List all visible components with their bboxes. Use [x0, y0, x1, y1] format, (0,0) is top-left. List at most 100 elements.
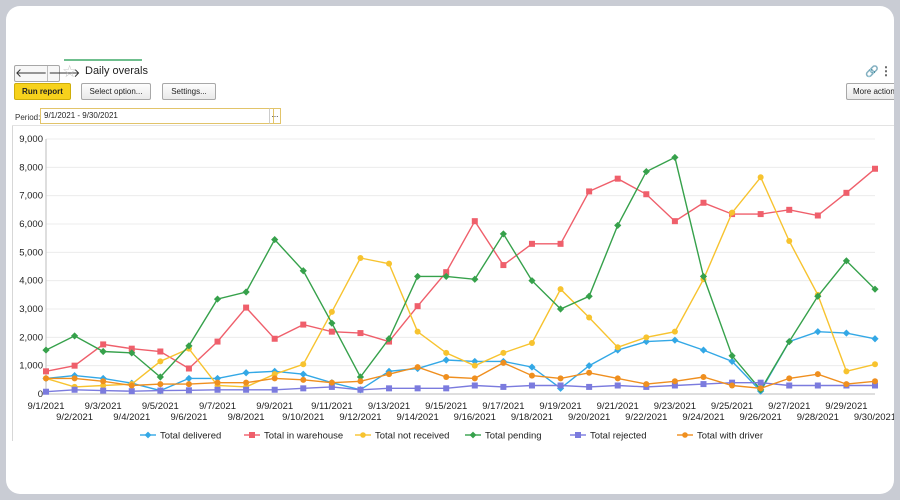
data-point[interactable] [500, 359, 507, 366]
data-point[interactable] [872, 382, 878, 389]
data-point[interactable] [414, 303, 421, 310]
data-point[interactable] [214, 338, 221, 345]
data-point[interactable] [643, 381, 650, 388]
legend-item[interactable]: Total rejected [570, 431, 647, 442]
data-point[interactable] [556, 305, 565, 313]
data-point[interactable] [100, 387, 107, 394]
data-point[interactable] [328, 319, 336, 327]
forward-arrow-icon[interactable]: 🡒 [48, 66, 81, 80]
data-point[interactable] [757, 379, 764, 386]
data-point[interactable] [528, 340, 535, 346]
data-point[interactable] [786, 382, 793, 389]
data-point[interactable] [357, 330, 364, 337]
data-point[interactable] [443, 349, 450, 356]
data-point[interactable] [243, 386, 250, 393]
data-point[interactable] [356, 373, 365, 381]
data-point[interactable] [814, 382, 821, 389]
data-point[interactable] [443, 374, 450, 380]
data-point[interactable] [128, 345, 135, 352]
data-point[interactable] [500, 262, 507, 269]
data-point[interactable] [271, 375, 278, 382]
data-point[interactable] [43, 368, 49, 375]
data-point[interactable] [414, 364, 421, 371]
data-point[interactable] [443, 269, 450, 276]
data-point[interactable] [757, 174, 764, 181]
data-point[interactable] [385, 335, 393, 343]
data-point[interactable] [586, 188, 593, 195]
data-point[interactable] [642, 167, 650, 176]
data-point[interactable] [528, 372, 535, 379]
data-point[interactable] [671, 378, 678, 385]
data-point[interactable] [442, 356, 450, 364]
data-point[interactable] [471, 362, 478, 369]
data-point[interactable] [500, 349, 507, 356]
data-point[interactable] [243, 304, 250, 311]
data-point[interactable] [585, 292, 593, 300]
data-point[interactable] [300, 376, 307, 383]
data-point[interactable] [586, 369, 593, 376]
data-point[interactable] [614, 175, 621, 182]
data-point[interactable] [643, 191, 650, 198]
data-point[interactable] [328, 308, 335, 315]
data-point[interactable] [614, 382, 621, 389]
data-point[interactable] [414, 328, 421, 335]
data-point[interactable] [471, 275, 479, 283]
data-point[interactable] [872, 361, 878, 368]
data-point[interactable] [872, 165, 878, 172]
data-point[interactable] [842, 329, 851, 337]
data-point[interactable] [671, 382, 678, 389]
settings-button[interactable]: Settings... [162, 83, 216, 100]
data-point[interactable] [156, 373, 164, 381]
data-point[interactable] [357, 386, 364, 393]
data-point[interactable] [386, 385, 393, 392]
data-point[interactable] [814, 328, 822, 336]
data-point[interactable] [71, 375, 78, 382]
data-point[interactable] [42, 346, 50, 354]
data-point[interactable] [557, 286, 564, 293]
period-picker-button[interactable]: ... [269, 108, 281, 124]
data-point[interactable] [785, 337, 793, 346]
data-point[interactable] [614, 221, 622, 230]
link-icon[interactable]: 🔗 [865, 66, 879, 78]
data-point[interactable] [43, 388, 49, 395]
data-point[interactable] [300, 321, 307, 328]
data-point[interactable] [614, 344, 621, 351]
data-point[interactable] [586, 383, 593, 390]
favorite-star-icon[interactable]: ☆ [62, 62, 78, 81]
data-point[interactable] [99, 347, 107, 356]
data-point[interactable] [786, 206, 793, 213]
legend-item[interactable]: Total in warehouse [244, 431, 343, 442]
data-point[interactable] [214, 379, 221, 386]
data-point[interactable] [671, 218, 678, 225]
data-point[interactable] [471, 375, 478, 382]
data-point[interactable] [71, 386, 78, 393]
data-point[interactable] [299, 267, 307, 275]
legend-item[interactable]: Total not received [355, 431, 449, 442]
data-point[interactable] [242, 369, 250, 377]
data-point[interactable] [157, 358, 164, 365]
data-point[interactable] [100, 341, 107, 348]
run-report-button[interactable]: Run report [14, 83, 71, 100]
data-point[interactable] [414, 272, 422, 281]
data-point[interactable] [471, 218, 478, 225]
data-point[interactable] [43, 375, 49, 382]
data-point[interactable] [300, 361, 307, 368]
data-point[interactable] [271, 235, 279, 244]
data-point[interactable] [700, 374, 707, 380]
data-point[interactable] [357, 255, 364, 261]
data-point[interactable] [443, 385, 450, 392]
data-point[interactable] [700, 199, 707, 206]
legend-item[interactable]: Total with driver [677, 431, 763, 442]
more-actions-button[interactable]: More action [846, 83, 894, 100]
data-point[interactable] [872, 378, 878, 385]
data-point[interactable] [871, 335, 879, 343]
data-point[interactable] [671, 153, 679, 162]
more-menu-icon[interactable]: ⋮ [880, 64, 892, 78]
data-point[interactable] [729, 382, 736, 389]
data-point[interactable] [213, 295, 222, 303]
data-point[interactable] [386, 371, 393, 378]
data-point[interactable] [557, 382, 564, 389]
data-point[interactable] [528, 382, 535, 389]
data-point[interactable] [814, 371, 821, 378]
data-point[interactable] [643, 334, 650, 341]
